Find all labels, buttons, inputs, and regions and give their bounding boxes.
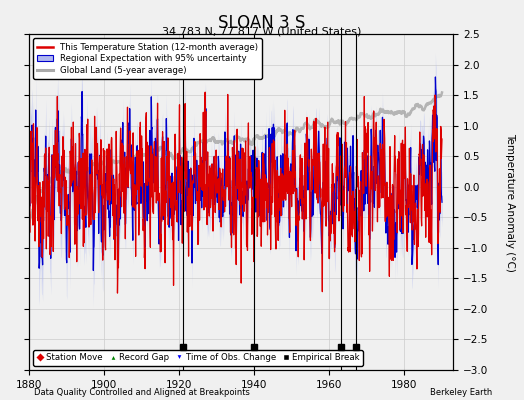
Text: Data Quality Controlled and Aligned at Breakpoints: Data Quality Controlled and Aligned at B…: [34, 388, 250, 397]
Text: SLOAN 3 S: SLOAN 3 S: [219, 14, 305, 32]
Y-axis label: Temperature Anomaly (°C): Temperature Anomaly (°C): [505, 132, 515, 272]
Legend: Station Move, Record Gap, Time of Obs. Change, Empirical Break: Station Move, Record Gap, Time of Obs. C…: [33, 350, 363, 366]
Text: Berkeley Earth: Berkeley Earth: [430, 388, 493, 397]
Text: 34.783 N, 77.817 W (United States): 34.783 N, 77.817 W (United States): [162, 26, 362, 36]
